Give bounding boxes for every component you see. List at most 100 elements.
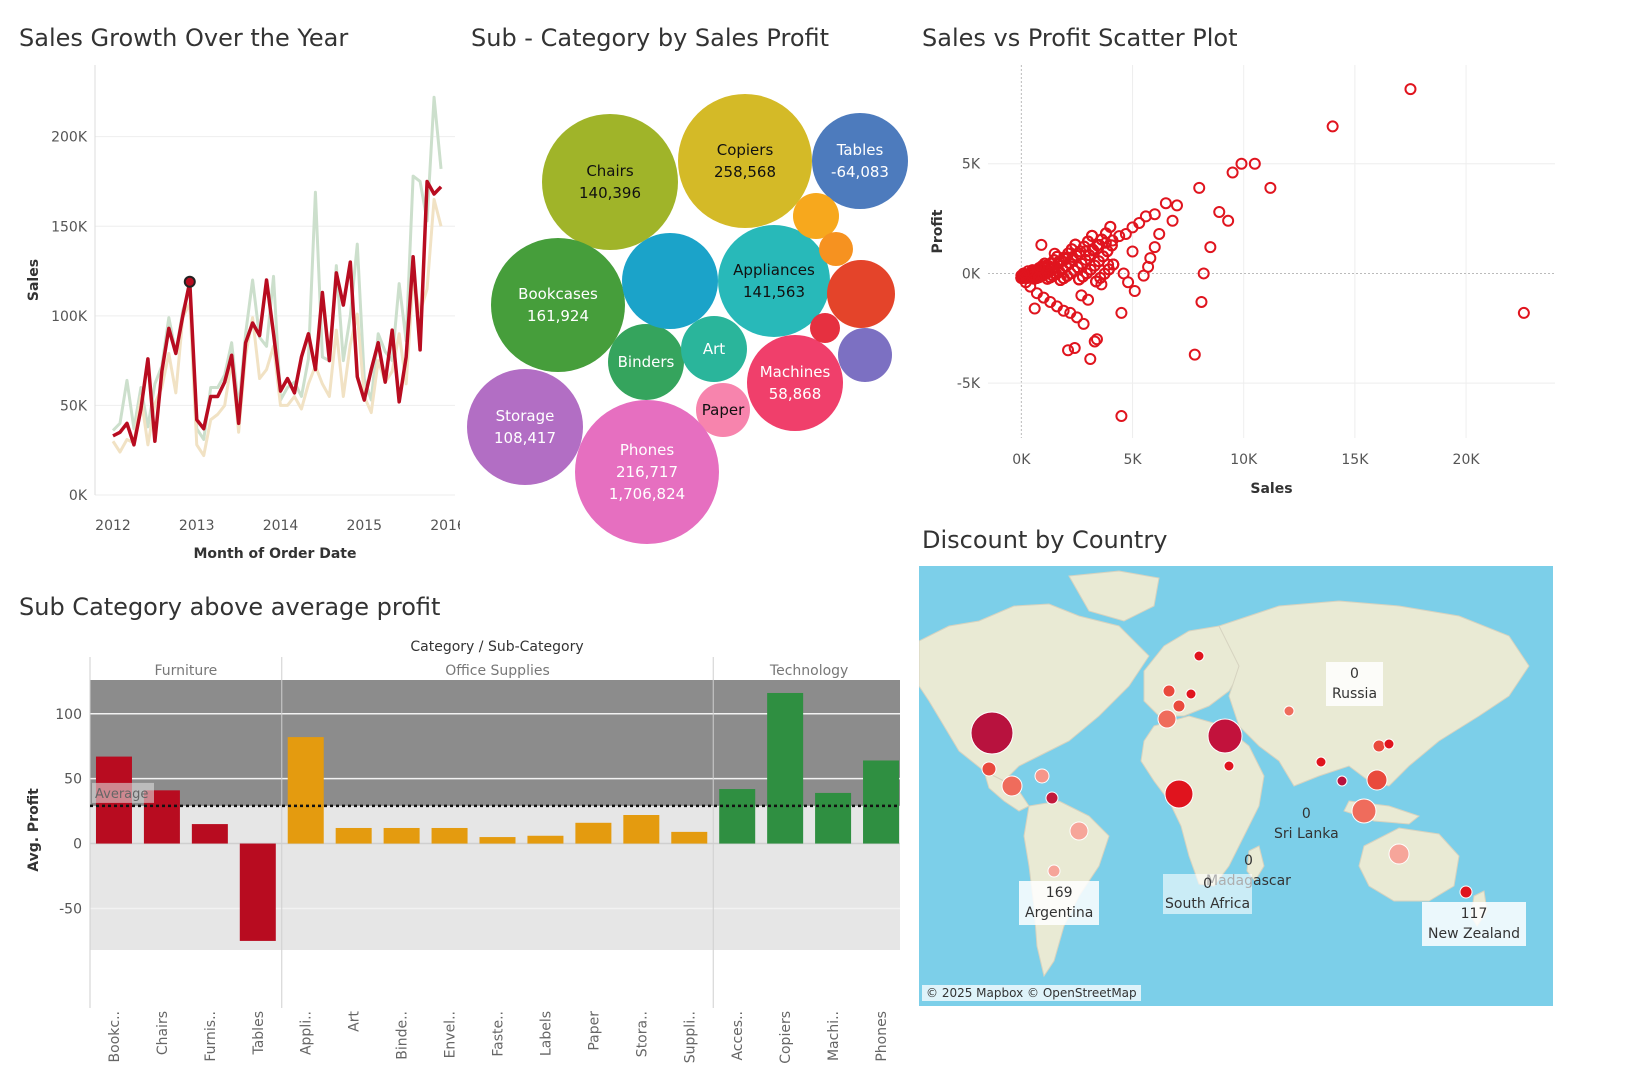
line-series[interactable] — [112, 179, 443, 447]
scatter-point[interactable] — [1070, 311, 1083, 324]
bubble-circle[interactable] — [467, 369, 583, 485]
scatter-point[interactable] — [1193, 181, 1206, 194]
scatter-point[interactable] — [1188, 348, 1201, 361]
bubble[interactable] — [819, 232, 853, 266]
scatter-point[interactable] — [1159, 197, 1172, 210]
scatter-point[interactable] — [1195, 295, 1208, 308]
bubble[interactable]: Storage 108,417 — [467, 369, 583, 485]
bar[interactable] — [383, 827, 420, 844]
scatter-point[interactable] — [1117, 267, 1130, 280]
bar[interactable] — [431, 827, 468, 844]
bar[interactable] — [767, 692, 804, 844]
scatter-point[interactable] — [1035, 238, 1048, 251]
sales-growth-line-chart[interactable]: 0K 50K 100K 150K 200K 2012 2013 2014 2015 2016 Mon… — [0, 55, 460, 585]
scatter-point[interactable] — [1075, 289, 1088, 302]
scatter-point[interactable] — [1226, 166, 1239, 179]
bubble-circle[interactable] — [827, 260, 895, 328]
scatter-point[interactable] — [1166, 214, 1179, 227]
scatter-point[interactable] — [1126, 221, 1139, 234]
bar[interactable] — [719, 789, 756, 844]
bar[interactable] — [815, 792, 852, 844]
scatter-point[interactable] — [1102, 258, 1115, 271]
bubble-circle[interactable] — [747, 335, 843, 431]
bubble-circle[interactable] — [819, 232, 853, 266]
bubble[interactable]: Phones 216,717 1,706,824 — [575, 400, 719, 544]
scatter-point[interactable] — [1073, 247, 1086, 260]
scatter-point[interactable] — [1068, 342, 1081, 355]
bubble-circle[interactable] — [678, 94, 812, 228]
bar[interactable] — [863, 760, 900, 844]
bubble-circle[interactable] — [575, 400, 719, 544]
subcategory-bubble-chart[interactable]: Chairs 140,396 Copiers 258,568 Tables -64,083… — [460, 75, 910, 555]
scatter-point[interactable] — [1248, 157, 1261, 170]
line-highlight-point[interactable] — [183, 275, 196, 288]
scatter-point[interactable] — [1126, 245, 1139, 258]
scatter-point[interactable] — [1106, 234, 1119, 247]
bubble-circle[interactable] — [681, 316, 747, 382]
scatter-point[interactable] — [1517, 306, 1530, 319]
scatter-point[interactable] — [1222, 214, 1235, 227]
bubble-circle[interactable] — [812, 113, 908, 209]
scatter-point[interactable] — [1077, 317, 1090, 330]
scatter-point[interactable] — [1115, 306, 1128, 319]
bubble-circle[interactable] — [491, 238, 625, 372]
scatter-point[interactable] — [1153, 227, 1166, 240]
scatter-point[interactable] — [1144, 252, 1157, 265]
scatter-point[interactable] — [1104, 220, 1117, 233]
map-credit[interactable]: © 2025 Mapbox © OpenStreetMap — [922, 985, 1141, 1001]
scatter-point[interactable] — [1059, 253, 1072, 266]
bubble[interactable] — [838, 328, 892, 382]
bubble-circle[interactable] — [696, 383, 750, 437]
scatter-point[interactable] — [1105, 239, 1118, 252]
scatter-point[interactable] — [1024, 280, 1037, 293]
scatter-point[interactable] — [1171, 199, 1183, 212]
bubble[interactable]: Chairs 140,396 — [542, 114, 678, 250]
scatter-point[interactable] — [1088, 335, 1101, 348]
bubble-circle[interactable] — [542, 114, 678, 250]
scatter-point[interactable] — [1057, 304, 1070, 317]
scatter-point[interactable] — [1062, 344, 1075, 357]
bar[interactable] — [335, 827, 372, 844]
bubble-circle[interactable] — [838, 328, 892, 382]
bar[interactable] — [239, 843, 276, 941]
scatter-point[interactable] — [1079, 245, 1092, 258]
bubble[interactable]: Binders — [608, 324, 684, 400]
bar[interactable] — [479, 837, 516, 844]
scatter-point[interactable] — [1048, 247, 1061, 260]
bubble-circle[interactable] — [718, 225, 830, 337]
bar[interactable] — [191, 824, 228, 844]
scatter-point[interactable] — [1264, 181, 1277, 194]
scatter-point[interactable] — [1084, 263, 1097, 276]
bubble[interactable] — [793, 193, 839, 239]
scatter-point[interactable] — [1119, 227, 1132, 240]
bubble[interactable]: Art — [681, 316, 747, 382]
bubble[interactable] — [622, 233, 718, 329]
scatter-point[interactable] — [1128, 284, 1141, 297]
scatter-point[interactable] — [1148, 241, 1161, 254]
scatter-point[interactable] — [1139, 210, 1152, 223]
bar[interactable] — [527, 835, 564, 844]
scatter-point[interactable] — [1039, 259, 1052, 272]
sales-profit-scatter-chart[interactable]: 0K 5K 10K 15K 20K -5K 0K 5K Sales Profit — [920, 55, 1620, 515]
scatter-point[interactable] — [1115, 410, 1128, 423]
scatter-point[interactable] — [1326, 120, 1339, 133]
bubble[interactable]: Copiers 258,568 — [678, 94, 812, 228]
bubble-circle[interactable] — [793, 193, 839, 239]
bubble[interactable]: Bookcases 161,924 — [491, 238, 625, 372]
scatter-point[interactable] — [1090, 333, 1103, 346]
bar[interactable] — [287, 737, 324, 844]
bubble-circle[interactable] — [622, 233, 718, 329]
bubble[interactable]: Paper — [696, 383, 750, 437]
bubble[interactable] — [827, 260, 895, 328]
scatter-point[interactable] — [1086, 243, 1099, 256]
scatter-point[interactable] — [1213, 206, 1226, 219]
bar[interactable] — [575, 822, 612, 844]
bubble[interactable]: Machines 58,868 — [747, 335, 843, 431]
bar[interactable] — [671, 831, 708, 844]
scatter-point[interactable] — [1066, 250, 1079, 263]
bubble[interactable] — [810, 313, 840, 343]
scatter-point[interactable] — [1404, 83, 1417, 96]
bubble-circle[interactable] — [810, 313, 840, 343]
bubble[interactable]: Appliances 141,563 — [718, 225, 830, 337]
scatter-point[interactable] — [1057, 272, 1070, 285]
